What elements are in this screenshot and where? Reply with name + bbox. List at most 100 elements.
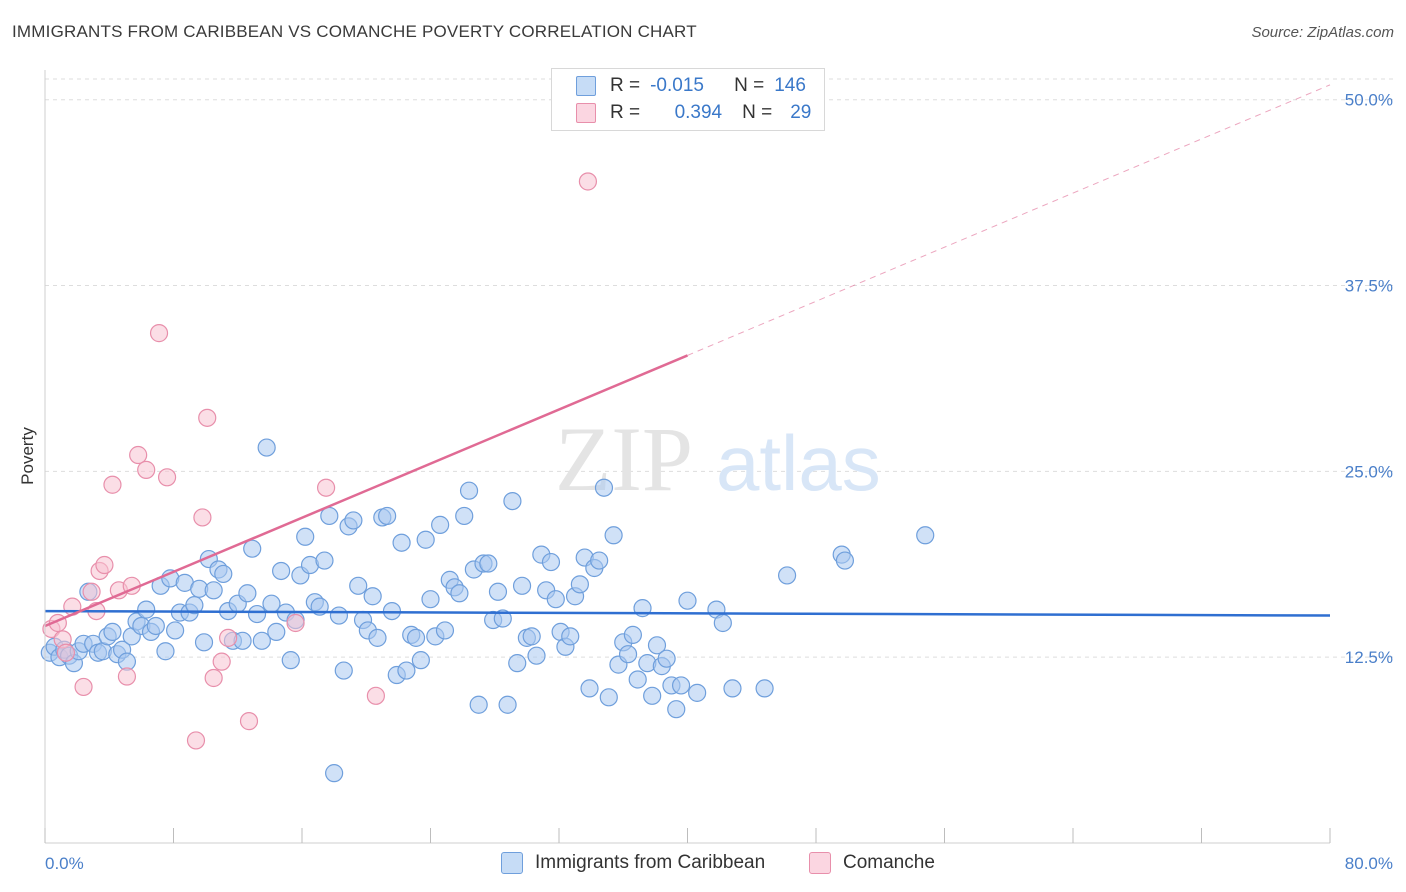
legend: R = -0.015 N = 146 R = 0.394 N = 29	[551, 68, 825, 131]
caribbean-point	[469, 695, 488, 714]
bottom-legend-caribbean: Immigrants from Caribbean	[501, 852, 765, 874]
bottom-legend-label: Immigrants from Caribbean	[535, 852, 766, 873]
comanche-point	[56, 643, 75, 662]
caribbean-point	[103, 622, 122, 642]
caribbean-point	[166, 621, 185, 640]
caribbean-point	[594, 478, 614, 497]
legend-n-label: N =	[742, 102, 773, 123]
caribbean-point	[416, 530, 435, 549]
caribbean-point	[146, 616, 165, 636]
caribbean-point	[546, 590, 565, 609]
comanche-point	[212, 652, 231, 671]
caribbean-point	[570, 575, 589, 594]
caribbean-point	[349, 576, 368, 595]
points-layer	[40, 172, 935, 783]
caribbean-point	[657, 649, 676, 668]
caribbean-point	[713, 613, 732, 633]
caribbean-point	[450, 584, 469, 603]
grid-layer	[45, 78, 1395, 658]
watermark-zip: ZIP	[555, 408, 693, 510]
caribbean-point	[498, 695, 517, 714]
comanche-point	[95, 555, 114, 575]
comanche-trend-line	[44, 354, 688, 628]
caribbean-point	[527, 646, 546, 665]
comanche-point	[186, 731, 206, 750]
legend-swatch-pink	[576, 103, 596, 123]
caribbean-point	[194, 633, 214, 652]
legend-swatch-blue	[576, 76, 596, 96]
caribbean-point	[459, 481, 479, 500]
trend-layer	[44, 84, 1331, 628]
caribbean-point	[247, 604, 267, 624]
caribbean-point	[755, 679, 774, 698]
comanche-point	[149, 324, 169, 343]
caribbean-point	[238, 584, 257, 603]
bottom-legend-swatch-blue	[501, 852, 523, 874]
caribbean-point	[214, 564, 233, 584]
legend-row-comanche: R = 0.394 N = 29	[576, 101, 811, 125]
caribbean-point	[643, 686, 662, 705]
caribbean-point	[243, 539, 262, 558]
bottom-legend-swatch-pink	[809, 852, 831, 874]
y-tick-label: 37.5%	[1345, 277, 1393, 296]
caribbean-point	[363, 587, 382, 606]
caribbean-point	[315, 551, 334, 570]
caribbean-trend-line	[44, 609, 1331, 617]
caribbean-point	[503, 491, 522, 511]
caribbean-point	[252, 631, 271, 650]
legend-r-value: 0.394	[674, 102, 723, 123]
caribbean-point	[185, 596, 204, 615]
caribbean-point	[723, 679, 742, 698]
legend-n-value: 146	[774, 75, 806, 96]
caribbean-point	[508, 654, 527, 673]
caribbean-point	[628, 670, 647, 689]
legend-r-value: -0.015	[650, 75, 704, 96]
caribbean-point	[435, 621, 455, 640]
bottom-legend-comanche: Comanche	[809, 852, 935, 874]
caribbean-point	[590, 551, 609, 570]
caribbean-point	[272, 561, 291, 581]
comanche-point	[239, 712, 259, 731]
comanche-point	[316, 478, 336, 497]
caribbean-point	[671, 676, 691, 695]
caribbean-point	[479, 554, 498, 573]
comanche-point	[219, 628, 238, 647]
caribbean-point	[281, 651, 300, 670]
caribbean-point	[667, 700, 686, 719]
chart-title: IMMIGRANTS FROM CARIBBEAN VS COMANCHE PO…	[12, 22, 697, 41]
caribbean-point	[561, 627, 580, 646]
caribbean-point	[368, 628, 387, 647]
comanche-point	[82, 582, 101, 601]
bottom-legend-label: Comanche	[843, 852, 935, 873]
comanche-point	[286, 613, 305, 633]
caribbean-point	[618, 645, 638, 664]
legend-r-label: R =	[610, 102, 641, 123]
caribbean-point	[599, 688, 618, 707]
caribbean-point	[137, 600, 156, 619]
comanche-point	[137, 460, 156, 479]
comanche-point	[578, 172, 598, 191]
caribbean-point	[257, 438, 276, 457]
comanche-point	[157, 468, 177, 487]
watermark-atlas: atlas	[716, 419, 881, 507]
comanche-point	[129, 445, 148, 465]
caribbean-point	[688, 683, 707, 702]
caribbean-point	[493, 609, 512, 628]
caribbean-point	[411, 651, 430, 670]
caribbean-point	[378, 506, 397, 526]
caribbean-point	[344, 511, 363, 530]
caribbean-point	[204, 581, 223, 600]
bottom-legend: Immigrants from Caribbean Comanche	[0, 852, 1406, 878]
caribbean-point	[916, 526, 935, 545]
caribbean-point	[522, 627, 541, 646]
caribbean-point	[156, 642, 175, 661]
caribbean-point	[267, 622, 286, 642]
legend-n-label: N =	[734, 75, 765, 96]
caribbean-point	[623, 625, 642, 644]
legend-row-caribbean: R = -0.015 N = 146	[576, 74, 806, 98]
y-tick-label: 12.5%	[1345, 648, 1393, 667]
caribbean-point	[678, 591, 697, 610]
caribbean-point	[325, 764, 344, 783]
y-tick-label: 25.0%	[1345, 462, 1393, 481]
